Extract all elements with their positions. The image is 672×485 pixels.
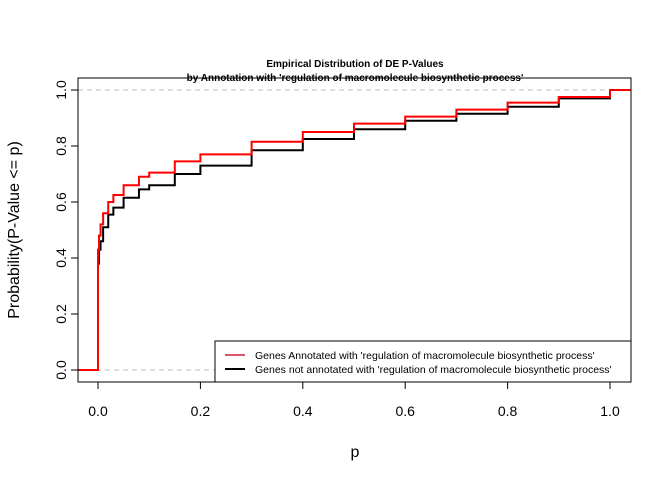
y-tick-label: 1.0	[53, 80, 69, 100]
x-tick-label: 0.6	[395, 403, 415, 419]
legend: Genes Annotated with 'regulation of macr…	[214, 340, 632, 383]
legend-label-not-annotated: Genes not annotated with 'regulation of …	[255, 364, 612, 376]
series-line-1	[98, 90, 611, 265]
y-tick-label: 0.4	[53, 248, 69, 268]
x-tick-label: 0.8	[498, 403, 518, 419]
y-tick-label: 0.0	[53, 360, 69, 380]
x-axis-label: p	[351, 444, 360, 461]
x-tick-label: 1.0	[600, 403, 620, 419]
legend-box	[214, 340, 632, 383]
x-tick-label: 0.4	[293, 403, 313, 419]
x-tick-label: 0.2	[191, 403, 211, 419]
x-tick-label: 0.0	[88, 403, 108, 419]
y-tick-label: 0.2	[53, 304, 69, 324]
y-tick-label: 0.6	[53, 192, 69, 212]
y-axis-label: Probability(P-Value <= p)	[6, 141, 23, 319]
chart-title: Empirical Distribution of DE P-Values	[266, 59, 444, 70]
series-line-0	[77, 89, 631, 371]
y-tick-label: 0.8	[53, 136, 69, 156]
legend-label-annotated: Genes Annotated with 'regulation of macr…	[255, 350, 595, 362]
